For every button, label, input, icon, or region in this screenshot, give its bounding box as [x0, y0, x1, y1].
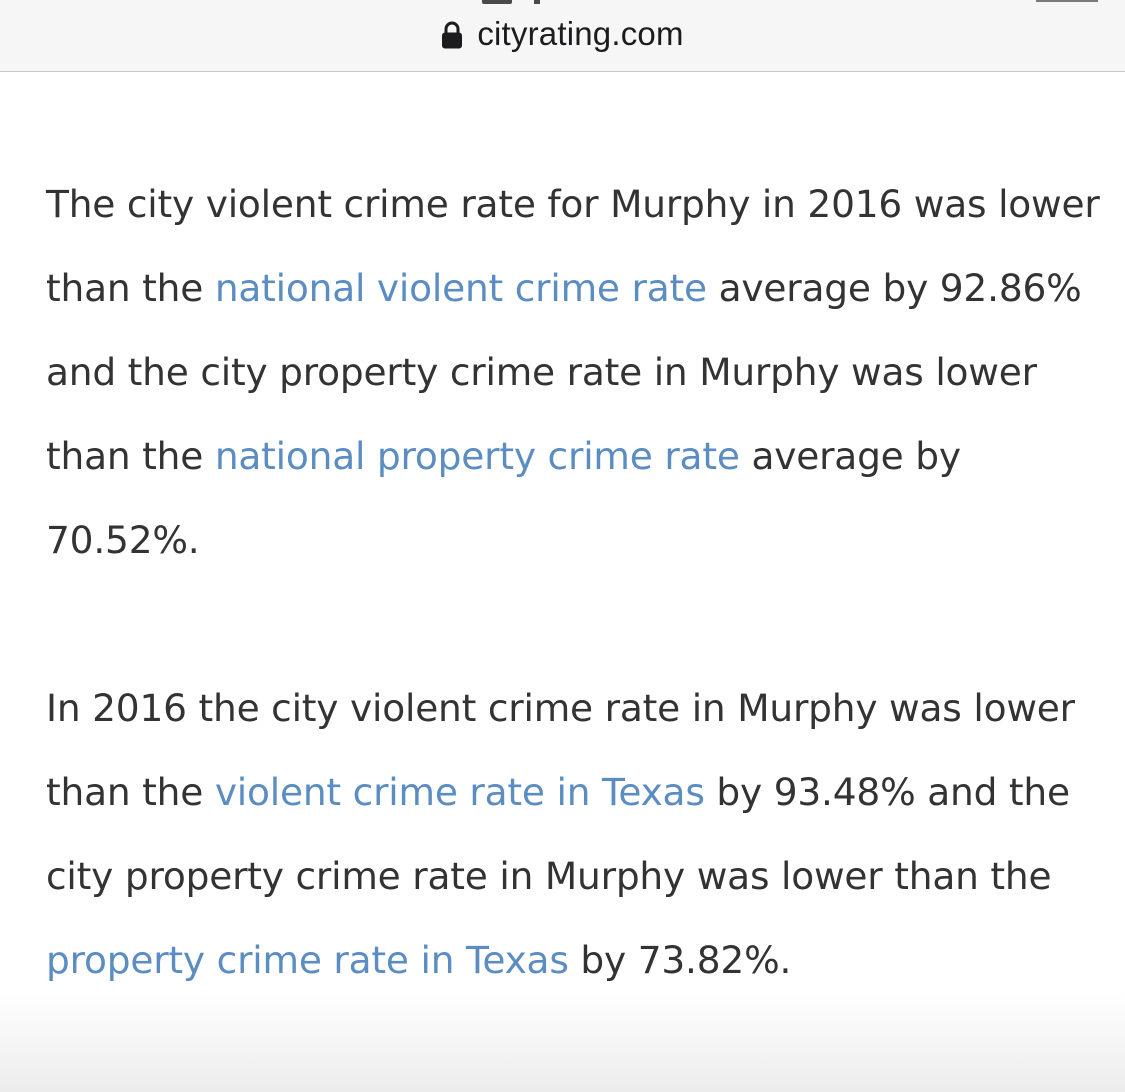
- text-segment: The city violent crime rate for Murphy i…: [46, 182, 1100, 310]
- text-segment: average by 92.86% and the city property …: [46, 266, 1082, 478]
- tab-indicator-dot: [534, 0, 540, 4]
- lock-icon: [441, 20, 463, 50]
- tab-indicator: [482, 0, 512, 4]
- bottom-toolbar-shadow: [0, 992, 1125, 1092]
- article-content: The city violent crime rate for Murphy i…: [46, 162, 1106, 1086]
- link-property-crime-rate-texas[interactable]: property crime rate in Texas: [46, 938, 569, 982]
- paragraph-texas: In 2016 the city violent crime rate in M…: [46, 666, 1106, 1002]
- text-segment: by 93.48% and the city property crime ra…: [46, 770, 1070, 898]
- link-violent-crime-rate-texas[interactable]: violent crime rate in Texas: [214, 770, 705, 814]
- url-field[interactable]: cityrating.com: [0, 14, 1125, 54]
- url-text[interactable]: cityrating.com: [477, 15, 684, 52]
- tab-indicator-right: [1036, 0, 1098, 2]
- link-national-violent-crime-rate[interactable]: national violent crime rate: [214, 266, 707, 310]
- paragraph-national: The city violent crime rate for Murphy i…: [46, 162, 1106, 582]
- browser-address-bar: cityrating.com: [0, 0, 1125, 72]
- text-segment: average by 70.52%.: [46, 434, 961, 562]
- text-segment: In 2016 the city violent crime rate in M…: [46, 686, 1075, 814]
- text-segment: by 73.82%.: [568, 938, 792, 982]
- link-national-property-crime-rate[interactable]: national property crime rate: [214, 434, 740, 478]
